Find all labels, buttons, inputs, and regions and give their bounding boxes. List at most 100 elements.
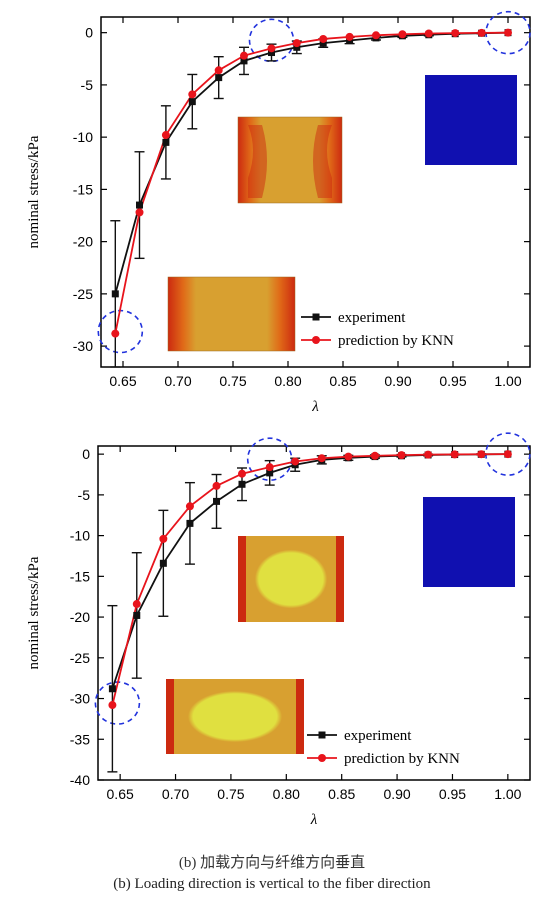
experiment-point: [186, 519, 194, 527]
experiment-point: [268, 49, 275, 57]
knn-point: [185, 502, 194, 511]
experiment-point: [108, 685, 116, 693]
experiment-point: [240, 57, 248, 65]
y-tick-label: -15: [70, 568, 90, 584]
y-tick-label: -35: [70, 731, 90, 747]
experiment-point: [319, 39, 327, 47]
legend-marker-knn: [318, 754, 326, 762]
knn-point: [108, 701, 117, 710]
knn-point: [424, 450, 433, 459]
fem-inset-undeformed: [425, 75, 517, 165]
knn-point: [159, 534, 168, 543]
knn-point: [265, 463, 274, 472]
y-axis-title: nominal stress/kPa: [26, 135, 42, 248]
knn-point: [292, 39, 301, 48]
x-tick-label: 0.65: [109, 373, 136, 389]
experiment-point: [293, 43, 301, 51]
chart-b: 0.65 0.70 0.75 0.80 0.85 0.90 0.95 1.00 0 -5 -10 -1…: [26, 432, 531, 828]
knn-point: [132, 600, 141, 609]
x-axis-title: λ: [311, 399, 319, 415]
x-tick-label: 0.90: [384, 373, 411, 389]
chart-a: 0.65 0.70 0.75 0.80 0.85 0.90 0.95 1.00 0 -5 -10 -1…: [26, 10, 531, 415]
plot-frame: [97, 445, 531, 781]
experiment-point: [213, 497, 221, 505]
knn-point: [240, 51, 248, 60]
figure-caption-english: (b) Loading direction is vertical to the…: [113, 876, 431, 892]
knn-point: [135, 208, 144, 217]
knn-point: [344, 452, 353, 461]
knn-point: [188, 90, 197, 99]
experiment-point: [188, 98, 196, 106]
knn-point: [214, 66, 223, 75]
series-line-knn: [111, 453, 508, 706]
fem-inset-mid: [237, 116, 343, 204]
x-axis-title: λ: [310, 812, 318, 828]
x-tick-label: 0.95: [439, 786, 466, 802]
legend-marker-knn: [312, 336, 320, 344]
knn-point: [345, 32, 354, 41]
legend-label-experiment: experiment: [344, 728, 412, 744]
knn-point: [372, 31, 380, 40]
knn-point: [450, 450, 459, 459]
x-tick-label: 0.75: [217, 786, 244, 802]
series-line-experiment: [114, 31, 509, 295]
knn-point: [212, 481, 221, 490]
y-tick-label: 0: [82, 446, 90, 462]
x-tick-label: 0.90: [383, 786, 410, 802]
y-tick-label: -20: [70, 609, 90, 625]
y-tick-label: -25: [73, 286, 93, 302]
knn-point: [424, 29, 433, 38]
knn-point: [451, 29, 460, 38]
experiment-point: [266, 469, 274, 477]
knn-point: [238, 469, 246, 478]
experiment-point: [162, 138, 170, 146]
y-tick-label: -10: [70, 528, 90, 544]
y-tick-label: -15: [73, 181, 93, 197]
y-tick-label: 0: [85, 25, 93, 41]
experiment-point: [215, 74, 223, 82]
y-tick-label: -40: [70, 772, 90, 788]
highlight-circle: [94, 681, 141, 725]
y-axis-title: nominal stress/kPa: [26, 556, 42, 669]
x-tick-label: 1.00: [494, 373, 521, 389]
knn-point: [397, 451, 406, 460]
knn-point: [161, 131, 170, 140]
knn-point: [504, 28, 512, 37]
x-tick-label: 0.70: [164, 373, 191, 389]
experiment-point: [159, 559, 167, 567]
chart-a-plot: 0.65 0.70 0.75 0.80 0.85 0.90 0.95 1.00 0 -5 -10 -1…: [26, 10, 531, 415]
y-tick-label: -5: [81, 77, 94, 93]
experiment-point: [111, 290, 119, 298]
y-tick-label: -20: [73, 234, 93, 250]
knn-point: [503, 450, 512, 459]
experiment-point: [238, 480, 246, 488]
legend-marker-experiment: [318, 731, 326, 739]
knn-point: [317, 454, 326, 463]
fem-inset-undeformed: [423, 497, 515, 587]
fem-inset-mid: [238, 536, 344, 622]
knn-point: [477, 28, 486, 37]
legend-label-knn: prediction by KNN: [338, 333, 454, 349]
x-tick-label: 0.85: [329, 373, 356, 389]
y-tick-label: -30: [70, 691, 90, 707]
knn-point: [291, 457, 300, 466]
y-tick-label: -5: [78, 487, 91, 503]
experiment-point: [133, 611, 141, 619]
knn-point: [267, 44, 276, 53]
plot-frame: [100, 16, 531, 368]
x-tick-label: 0.65: [107, 786, 134, 802]
series-line-knn: [114, 31, 509, 334]
x-tick-label: 0.80: [273, 786, 300, 802]
x-tick-label: 0.75: [219, 373, 246, 389]
y-tick-label: -25: [70, 650, 90, 666]
fem-inset-compressed: [166, 679, 304, 754]
y-tick-label: -10: [73, 129, 93, 145]
knn-point: [370, 451, 379, 460]
y-tick-label: -30: [73, 338, 93, 354]
figure-caption-chinese: (b) 加载方向与纤维方向垂直: [178, 855, 366, 871]
knn-point: [398, 30, 407, 39]
knn-point: [319, 34, 328, 43]
legend-label-knn: prediction by KNN: [344, 751, 460, 767]
chart-b-plot: 0.65 0.70 0.75 0.80 0.85 0.90 0.95 1.00 0 -5 -10 -1…: [26, 432, 531, 828]
x-tick-label: 0.70: [162, 786, 189, 802]
